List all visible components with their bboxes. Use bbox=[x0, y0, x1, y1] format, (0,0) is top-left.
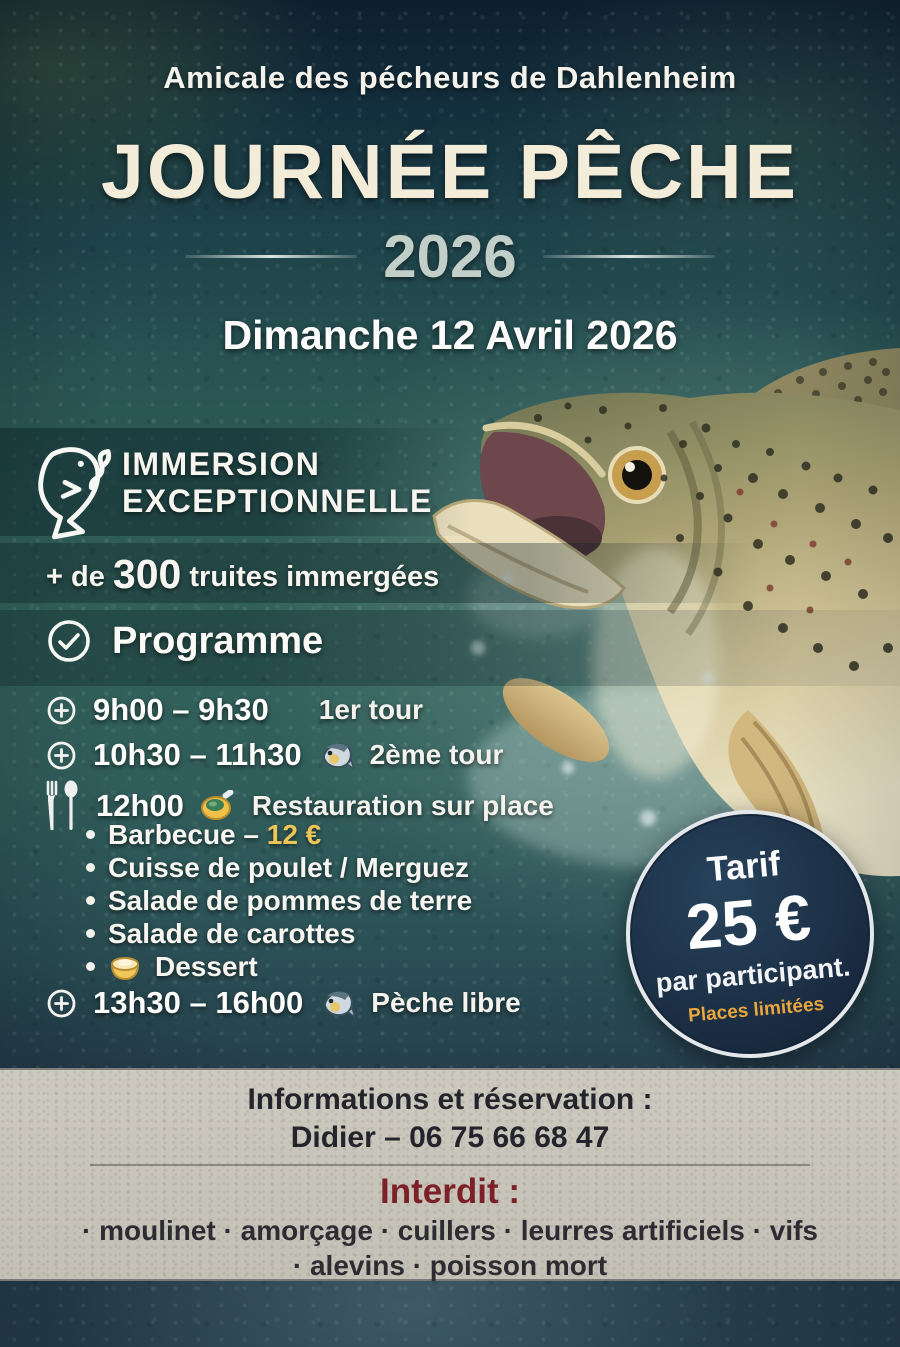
cutlery-icon bbox=[46, 780, 78, 830]
menu-item-poulet: Cuisse de poulet / Merguez bbox=[86, 851, 472, 884]
row2-label: 2ème tour bbox=[369, 739, 504, 770]
menu-list: Barbecue – 12 € Cuisse de poulet / Mergu… bbox=[86, 818, 472, 983]
banner-divider bbox=[90, 1164, 810, 1166]
truites-rest: truites immergées bbox=[181, 561, 440, 593]
badge-places-note: Places limitées bbox=[687, 993, 826, 1027]
programme-row-2: 10h30 – 11h30 2ème tour bbox=[46, 737, 503, 773]
truites-band bbox=[0, 543, 760, 603]
menu-item-dessert: Dessert bbox=[86, 950, 472, 983]
badge-price: 25 € bbox=[683, 880, 815, 963]
menu-pommes-text: Salade de pommes de terre bbox=[108, 884, 473, 916]
programme-heading: Programme bbox=[46, 618, 323, 664]
menu-barbecue-price: 12 € bbox=[266, 818, 322, 850]
info-contact: Didier – 06 75 66 68 47 bbox=[290, 1121, 610, 1154]
year-row: 2026 bbox=[0, 222, 900, 291]
immersion-band bbox=[0, 428, 470, 536]
row2-time: 10h30 – 11h30 bbox=[93, 737, 302, 772]
clock-plus-icon bbox=[47, 989, 76, 1017]
fish-emoji-icon bbox=[322, 743, 354, 770]
immersion-heading: IMMERSION EXCEPTIONNELLE bbox=[122, 446, 433, 520]
interdit-list-line1: · moulinet · amorçage · cuillers · leurr… bbox=[81, 1215, 818, 1246]
jumping-fish-line-icon bbox=[38, 447, 112, 540]
dessert-icon bbox=[110, 956, 140, 980]
menu-barbecue-text: Barbecue – bbox=[108, 818, 267, 850]
menu-dessert-text: Dessert bbox=[155, 950, 258, 982]
row1-time: 9h00 – 9h30 bbox=[93, 692, 269, 727]
truites-count: 300 bbox=[112, 551, 182, 597]
clock-plus-icon bbox=[47, 696, 76, 724]
truites-subtitle: + de 300 truites immergées bbox=[46, 551, 439, 598]
info-banner: Informations et réservation : Didier – 0… bbox=[0, 1068, 900, 1281]
immersion-line2: EXCEPTIONNELLE bbox=[122, 483, 433, 519]
year-right-line bbox=[542, 255, 715, 258]
menu-poulet-text: Cuisse de poulet / Merguez bbox=[108, 851, 469, 883]
menu-item-carottes: Salade de carottes bbox=[86, 917, 472, 950]
programme-row-1: 9h00 – 9h30 1er tour bbox=[46, 692, 423, 728]
programme-title: Programme bbox=[112, 619, 324, 662]
fish-emoji-icon bbox=[324, 991, 356, 1018]
truites-prefix: + de bbox=[46, 561, 113, 593]
check-circle-icon bbox=[48, 620, 90, 662]
year-text: 2026 bbox=[383, 223, 517, 290]
programme-row-4: 13h30 – 16h00 Pèche libre bbox=[46, 985, 521, 1021]
cooking-pan-icon bbox=[200, 790, 234, 820]
price-badge: Tarif 25 € par participant. Places limit… bbox=[626, 810, 874, 1058]
clock-plus-icon bbox=[47, 741, 76, 769]
row4-time: 13h30 – 16h00 bbox=[93, 985, 304, 1020]
row3-time: 12h00 bbox=[96, 788, 184, 823]
year-left-line bbox=[185, 255, 358, 258]
bullet-dot bbox=[86, 896, 95, 905]
immersion-line1: IMMERSION bbox=[122, 446, 321, 482]
row1-label: 1er tour bbox=[318, 694, 424, 725]
bullet-dot bbox=[86, 962, 95, 971]
poster-title: JOURNÉE PÊCHE bbox=[101, 129, 799, 215]
interdit-list-line2: · alevins · poisson mort bbox=[292, 1250, 608, 1281]
info-heading: Informations et réservation : bbox=[247, 1083, 653, 1116]
club-name: Amicale des pécheurs de Dahlenheim bbox=[163, 60, 737, 95]
programme-row-3: 12h00 Restauration sur place bbox=[46, 780, 554, 832]
interdit-heading: Interdit : bbox=[380, 1172, 520, 1211]
row3-label: Restauration sur place bbox=[251, 790, 554, 821]
menu-item-pommes: Salade de pommes de terre bbox=[86, 884, 472, 917]
bullet-dot bbox=[86, 929, 95, 938]
menu-item-barbecue: Barbecue – 12 € bbox=[86, 818, 472, 851]
programme-band bbox=[0, 610, 900, 686]
price-badge-content: Tarif 25 € par participant. Places limit… bbox=[645, 840, 854, 1027]
event-date: Dimanche 12 Avril 2026 bbox=[222, 312, 678, 358]
bullet-dot bbox=[86, 830, 95, 839]
menu-carottes-text: Salade de carottes bbox=[108, 917, 356, 949]
bullet-dot bbox=[86, 863, 95, 872]
row4-label: Pèche libre bbox=[371, 987, 521, 1018]
